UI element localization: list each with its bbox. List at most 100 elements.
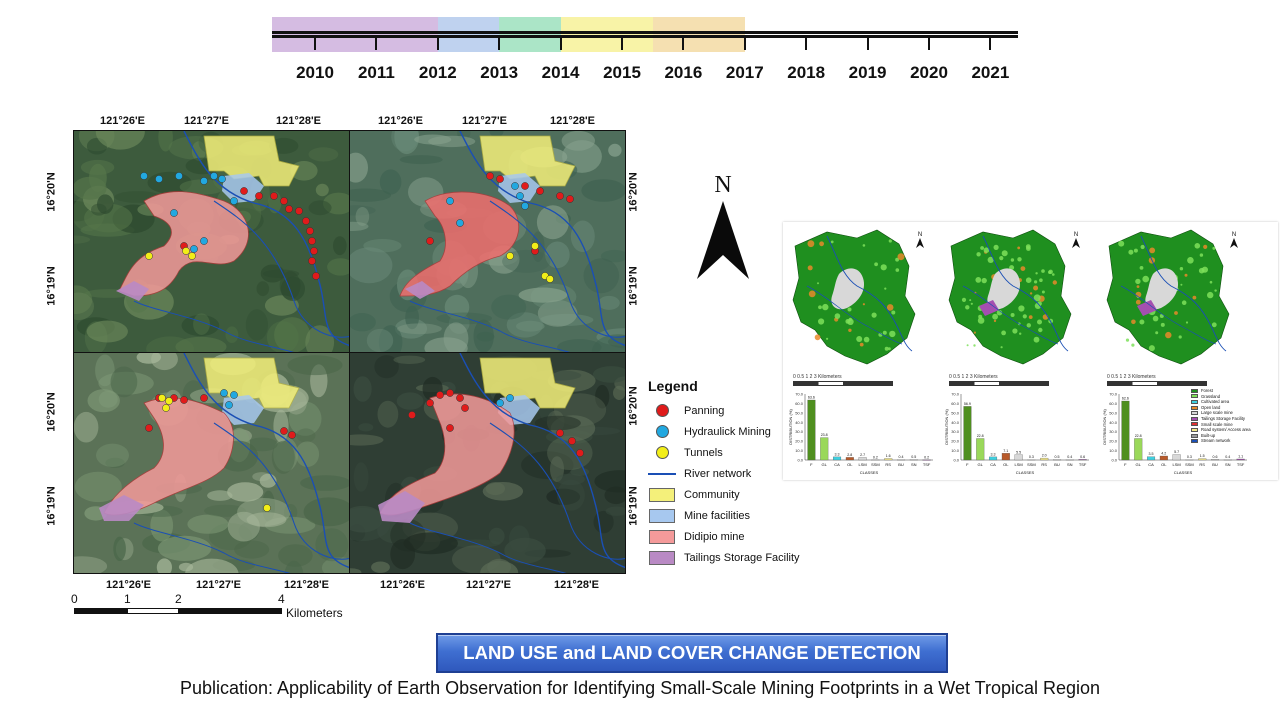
large-scale-mine-area (987, 268, 1021, 310)
tsf-area (1137, 300, 1157, 316)
north-arrow: N (696, 172, 750, 287)
didipio-mine-area (379, 393, 515, 516)
lulc-legend-item: Grassland (1191, 394, 1276, 400)
bar-value-label: 4.2 (1161, 452, 1166, 456)
land-cover-patch (1020, 266, 1026, 271)
land-cover-patch (862, 303, 865, 306)
scale-segment-2 (127, 608, 179, 614)
panning-site (255, 192, 263, 200)
tailings-storage-area (99, 495, 144, 521)
land-cover-patch (882, 330, 887, 335)
land-cover-patch (1211, 322, 1217, 328)
land-cover-patch (1140, 244, 1145, 250)
land-cover-patch (1041, 290, 1045, 294)
mini-scale-graphic (1107, 381, 1207, 386)
panning-site (200, 394, 208, 402)
tunnel-site (546, 275, 554, 283)
bar-gl (976, 438, 985, 461)
x-tick-label: SN (1225, 462, 1231, 467)
legend-title: Legend (648, 378, 698, 394)
land-cover-patch (973, 331, 976, 334)
land-cover-patch (819, 241, 824, 247)
map-figure: 121°26'E 121°27'E 121°28'E 121°26'E 121°… (45, 110, 818, 625)
north-label: N (714, 172, 732, 198)
top-lon-label-4: 121°26'E (378, 115, 423, 127)
bar-sn (909, 459, 918, 461)
panning-site (312, 272, 320, 280)
satellite-map (350, 131, 625, 352)
mini-north-arrow (916, 238, 924, 248)
bar-ca (989, 456, 998, 461)
mini-north-arrow (1230, 238, 1238, 248)
timeline-tick (498, 38, 501, 50)
y-tick-label: 40.0 (1109, 420, 1118, 425)
mini-north-arrow (1072, 238, 1080, 248)
land-cover-patch (1178, 335, 1182, 339)
panning-site (486, 172, 494, 180)
bar-bu (1053, 459, 1062, 461)
land-cover-patch (1180, 283, 1183, 286)
legend-items: Panning Hydraulick Mining Tunnels River net… (648, 400, 818, 568)
bottom-lon-label-6: 121°28'E (554, 579, 599, 591)
land-cover-patch (1010, 258, 1015, 262)
land-cover-patch (975, 277, 982, 283)
bar-bu (897, 459, 906, 461)
bar-value-label: 0.3 (1029, 455, 1034, 459)
lulc-legend-swatch (1191, 411, 1198, 416)
hydraulic-mining-site (200, 177, 208, 185)
land-cover-patch (1025, 244, 1031, 249)
legend-item-tailings-storage-facility: Tailings Storage Facility (648, 547, 818, 568)
land-cover-patch (1148, 345, 1155, 352)
land-cover-patch (970, 302, 973, 305)
x-tick-label: GL (978, 462, 984, 467)
hydraulic-mining-site (225, 401, 233, 409)
bar-value-label: 3.5 (1149, 452, 1154, 456)
tunnel-site (165, 397, 173, 405)
timeline-tick (805, 38, 808, 50)
y-tick-label: 0.0 (1111, 458, 1117, 463)
timeline-year-label: 2015 (603, 63, 641, 82)
panning-site (566, 195, 574, 203)
mini-scale-labels: 0 0.5 1 2 3 Kilometers (949, 374, 998, 380)
x-tick-label: RS (1199, 462, 1205, 467)
land-cover-patch (891, 310, 896, 315)
lulc-legend-swatch (1191, 388, 1198, 393)
lulc-map: N (948, 229, 1080, 365)
y-tick-label: 40.0 (795, 420, 804, 425)
land-cover-patch (880, 264, 887, 271)
lulc-legend-label: Grassland (1201, 393, 1221, 399)
mini-north-label: N (1232, 232, 1236, 238)
panning-site (446, 389, 454, 397)
legend-symbol (648, 466, 676, 482)
panning-site (426, 399, 434, 407)
satellite-map (350, 353, 625, 573)
timeline-tick (436, 38, 439, 50)
bar-value-label: 5.7 (1174, 450, 1179, 454)
hydraulic-mining-site (446, 197, 454, 205)
hydraulic-mining-site (200, 237, 208, 245)
legend-symbol (648, 508, 676, 524)
bottom-lon-label-4: 121°26'E (380, 579, 425, 591)
large-scale-mine-area (831, 268, 865, 310)
left-lat-label-4: 16°19'N (45, 486, 58, 526)
title-banner: LAND USE and LAND COVER CHANGE DETECTION (436, 633, 948, 673)
river-line (489, 200, 625, 338)
y-tick-label: 20.0 (1109, 439, 1118, 444)
bar-ssm (871, 459, 880, 461)
bar-ca (1147, 456, 1156, 461)
land-cover-patch (895, 257, 899, 262)
panning-site (556, 429, 564, 437)
x-axis-label: CLASSES (860, 470, 879, 475)
top-lon-label-2: 121°27'E (184, 115, 229, 127)
right-lat-label-2: 16°19'N (627, 266, 640, 306)
bar-value-label: 2.7 (860, 453, 865, 457)
panning-site (461, 404, 469, 412)
tunnel-site (182, 247, 190, 255)
timeline-tick (682, 38, 685, 50)
bar-value-label: 0.4 (1067, 455, 1072, 459)
x-tick-label: OL (1003, 462, 1009, 467)
lulc-legend-swatch (1191, 439, 1198, 444)
x-tick-label: OL (1161, 462, 1167, 467)
bar-bu (1211, 459, 1220, 461)
mini-north-label: N (1074, 232, 1078, 238)
